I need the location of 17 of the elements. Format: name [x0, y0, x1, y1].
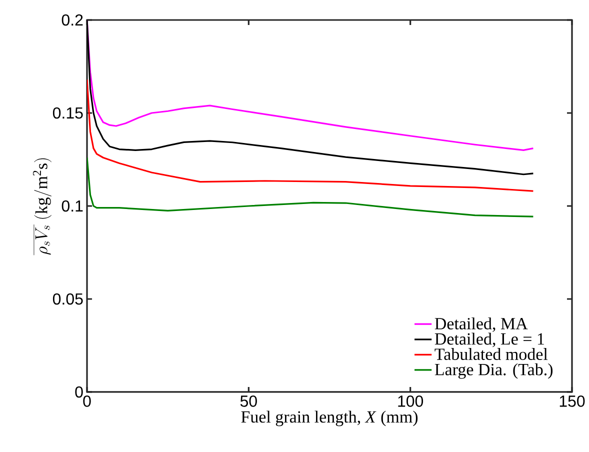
legend-label: Detailed, MA — [434, 317, 528, 332]
y-tick-label: 0 — [75, 386, 83, 398]
x-tick-label: 0 — [83, 396, 91, 407]
line-series — [87, 78, 534, 192]
y-tick-label: 0.2 — [62, 14, 83, 26]
legend-label: Large Dia. (Tab.) — [434, 363, 553, 379]
y-tick-label: 0.05 — [52, 293, 83, 305]
x-tick-label: 50 — [240, 396, 257, 407]
x-tick-label: 100 — [398, 396, 424, 407]
line-series — [87, 20, 534, 176]
y-axis-title: $\overline{\rho_s V_s}\ (\mathrm{kg/m^2 s})$ — [33, 158, 52, 256]
legend-label: Tabulated model — [434, 348, 548, 360]
x-axis-title: Fuel grain length, X (mm) — [241, 410, 418, 426]
legend-label: Detailed, Le = 1 — [434, 332, 544, 348]
y-tick-label: 0.15 — [52, 107, 83, 119]
y-tick-label: 0.1 — [62, 200, 83, 212]
x-tick-label: 150 — [560, 396, 585, 407]
